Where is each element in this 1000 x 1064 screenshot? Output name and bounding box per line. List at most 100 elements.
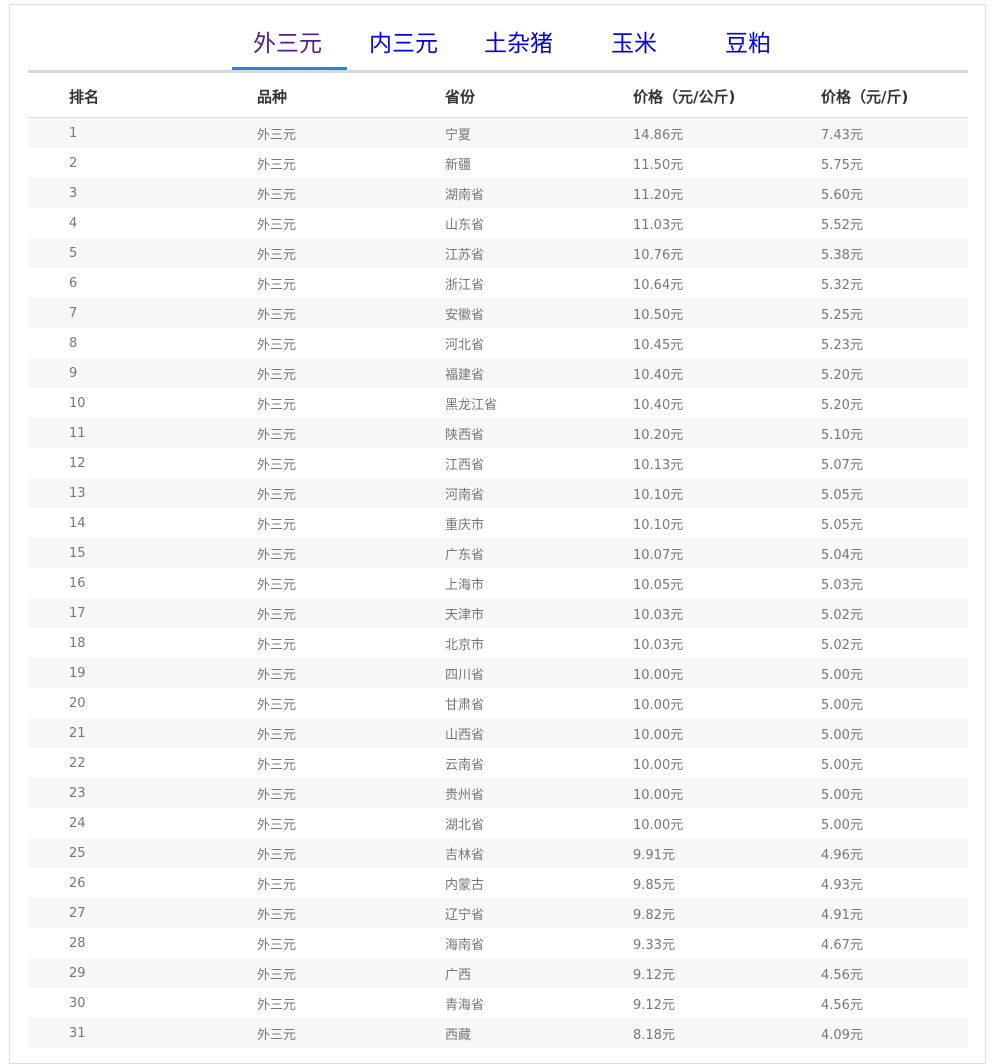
active-tab-indicator bbox=[232, 67, 347, 70]
table-row: 1 外三元 宁夏 14.86元 7.43元 bbox=[28, 117, 968, 148]
cell-breed: 外三元 bbox=[257, 577, 297, 593]
cell-province: 四川省 bbox=[404, 658, 592, 688]
table-row: 12 外三元 江西省 10.13元 5.07元 bbox=[28, 448, 968, 478]
cell-price-kg: 10.03元 bbox=[633, 637, 684, 653]
cell-price-jin: 5.38元 bbox=[780, 238, 968, 268]
cell-price-kg: 9.12元 bbox=[633, 997, 675, 1013]
cell-price-jin: 5.07元 bbox=[821, 457, 863, 473]
cell-price-kg: 10.07元 bbox=[592, 538, 780, 568]
cell-province: 山东省 bbox=[445, 217, 485, 233]
header-rank: 排名 bbox=[28, 75, 216, 118]
cell-province: 新疆 bbox=[445, 157, 472, 173]
table-row: 3 外三元 湖南省 11.20元 5.60元 bbox=[28, 178, 968, 208]
cell-rank: 16 bbox=[69, 575, 86, 591]
cell-breed: 外三元 bbox=[216, 538, 404, 568]
cell-province: 云南省 bbox=[445, 757, 485, 773]
cell-price-jin: 5.60元 bbox=[780, 178, 968, 208]
cell-breed: 外三元 bbox=[216, 958, 404, 988]
cell-price-kg: 11.20元 bbox=[592, 178, 780, 208]
tab-nei-san-yuan[interactable]: 内三元 bbox=[369, 31, 438, 57]
cell-price-kg: 10.00元 bbox=[592, 658, 780, 688]
cell-province: 浙江省 bbox=[445, 277, 485, 293]
cell-province: 上海市 bbox=[445, 577, 485, 593]
cell-rank: 20 bbox=[69, 695, 86, 711]
cell-breed: 外三元 bbox=[216, 478, 404, 508]
cell-province: 山西省 bbox=[404, 718, 592, 748]
category-tabs: 外三元 内三元 土杂猪 玉米 豆粕 bbox=[28, 20, 968, 73]
table-row: 27 外三元 辽宁省 9.82元 4.91元 bbox=[28, 898, 968, 928]
cell-price-kg: 10.00元 bbox=[592, 778, 780, 808]
table-row: 30 外三元 青海省 9.12元 4.56元 bbox=[28, 988, 968, 1018]
cell-breed: 外三元 bbox=[216, 778, 404, 808]
cell-price-kg: 10.40元 bbox=[592, 358, 780, 388]
cell-price-kg: 10.45元 bbox=[633, 337, 684, 353]
tab-corn[interactable]: 玉米 bbox=[611, 31, 657, 57]
cell-province: 辽宁省 bbox=[404, 898, 592, 928]
cell-price-kg: 9.85元 bbox=[633, 877, 675, 893]
table-row: 9 外三元 福建省 10.40元 5.20元 bbox=[28, 358, 968, 388]
tab-wai-san-yuan[interactable]: 外三元 bbox=[253, 31, 322, 57]
table-row: 20 外三元 甘肃省 10.00元 5.00元 bbox=[28, 688, 968, 718]
cell-price-jin: 5.00元 bbox=[821, 697, 863, 713]
cell-rank: 5 bbox=[28, 238, 216, 268]
table-row: 18 外三元 北京市 10.03元 5.02元 bbox=[28, 628, 968, 658]
cell-breed: 外三元 bbox=[216, 178, 404, 208]
cell-province: 贵州省 bbox=[404, 778, 592, 808]
cell-rank: 26 bbox=[69, 875, 86, 891]
cell-rank: 11 bbox=[28, 418, 216, 448]
cell-province: 湖北省 bbox=[445, 817, 485, 833]
cell-province: 陕西省 bbox=[404, 418, 592, 448]
cell-price-jin: 5.04元 bbox=[780, 538, 968, 568]
header-price-jin: 价格（元/斤) bbox=[780, 75, 968, 118]
table-row: 24 外三元 湖北省 10.00元 5.00元 bbox=[28, 808, 968, 838]
cell-rank: 21 bbox=[28, 718, 216, 748]
table-row: 6 外三元 浙江省 10.64元 5.32元 bbox=[28, 268, 968, 298]
cell-price-kg: 14.86元 bbox=[592, 117, 780, 148]
cell-price-jin: 5.03元 bbox=[821, 577, 863, 593]
cell-rank: 12 bbox=[69, 455, 86, 471]
table-row: 31 外三元 西藏 8.18元 4.09元 bbox=[28, 1018, 968, 1048]
cell-rank: 9 bbox=[28, 358, 216, 388]
cell-province: 河北省 bbox=[445, 337, 485, 353]
cell-breed: 外三元 bbox=[257, 877, 297, 893]
cell-price-jin: 4.56元 bbox=[780, 958, 968, 988]
cell-province: 河南省 bbox=[404, 478, 592, 508]
cell-province: 西藏 bbox=[404, 1018, 592, 1048]
tab-soybean-meal[interactable]: 豆粕 bbox=[725, 31, 771, 57]
table-row: 26 外三元 内蒙古 9.85元 4.93元 bbox=[28, 868, 968, 898]
cell-rank: 6 bbox=[69, 275, 78, 291]
table-row: 14 外三元 重庆市 10.10元 5.05元 bbox=[28, 508, 968, 538]
cell-rank: 17 bbox=[28, 598, 216, 628]
cell-province: 北京市 bbox=[445, 637, 485, 653]
table-row: 28 外三元 海南省 9.33元 4.67元 bbox=[28, 928, 968, 958]
cell-rank: 30 bbox=[69, 995, 86, 1011]
table-row: 25 外三元 吉林省 9.91元 4.96元 bbox=[28, 838, 968, 868]
cell-price-kg: 10.00元 bbox=[592, 718, 780, 748]
cell-rank: 14 bbox=[69, 515, 86, 531]
cell-province: 吉林省 bbox=[404, 838, 592, 868]
cell-price-kg: 10.03元 bbox=[592, 598, 780, 628]
tab-tu-za-zhu[interactable]: 土杂猪 bbox=[484, 31, 553, 57]
cell-province: 安徽省 bbox=[404, 298, 592, 328]
cell-price-kg: 10.05元 bbox=[633, 577, 684, 593]
cell-province: 广东省 bbox=[404, 538, 592, 568]
header-breed: 品种 bbox=[216, 75, 404, 118]
table-row: 5 外三元 江苏省 10.76元 5.38元 bbox=[28, 238, 968, 268]
cell-province: 重庆市 bbox=[445, 517, 485, 533]
cell-rank: 24 bbox=[69, 815, 86, 831]
cell-price-jin: 5.00元 bbox=[780, 658, 968, 688]
header-price-kg: 价格（元/公斤) bbox=[592, 75, 780, 118]
cell-breed: 外三元 bbox=[216, 418, 404, 448]
cell-price-kg: 11.50元 bbox=[633, 157, 684, 173]
table-row: 16 外三元 上海市 10.05元 5.03元 bbox=[28, 568, 968, 598]
table-row: 21 外三元 山西省 10.00元 5.00元 bbox=[28, 718, 968, 748]
table-row: 19 外三元 四川省 10.00元 5.00元 bbox=[28, 658, 968, 688]
cell-rank: 28 bbox=[69, 935, 86, 951]
cell-rank: 18 bbox=[69, 635, 86, 651]
cell-province: 黑龙江省 bbox=[445, 397, 498, 413]
cell-breed: 外三元 bbox=[257, 817, 297, 833]
cell-price-jin: 5.00元 bbox=[821, 757, 863, 773]
cell-rank: 8 bbox=[69, 335, 78, 351]
cell-price-jin: 4.96元 bbox=[780, 838, 968, 868]
price-ranking-table: 排名 品种 省份 价格（元/公斤) 价格（元/斤) 1 外三元 宁夏 14.86元 7.… bbox=[28, 75, 968, 1048]
